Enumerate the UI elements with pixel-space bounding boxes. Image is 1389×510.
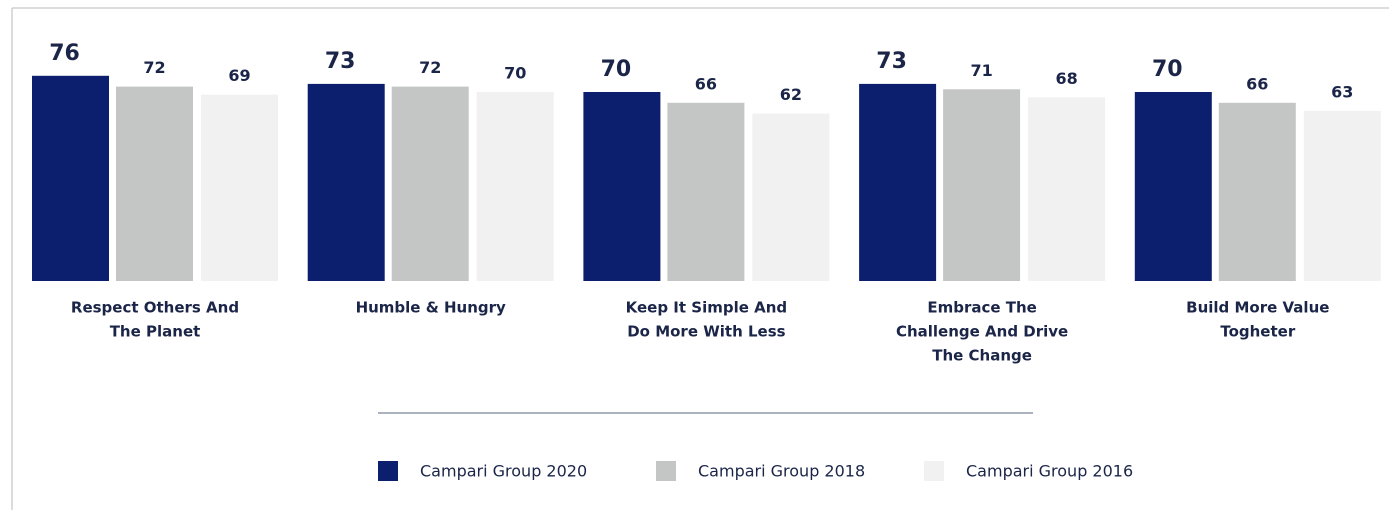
bar bbox=[116, 86, 193, 281]
bar bbox=[32, 75, 109, 281]
bar bbox=[859, 83, 937, 282]
bar bbox=[391, 86, 469, 281]
value-label: 63 bbox=[1331, 82, 1353, 101]
bar bbox=[943, 89, 1021, 281]
value-label: 66 bbox=[695, 74, 717, 93]
category-label: Togheter bbox=[1220, 323, 1295, 341]
bar bbox=[476, 92, 554, 281]
value-label: 73 bbox=[325, 49, 356, 74]
category-label: Challenge And Drive bbox=[896, 323, 1068, 341]
category-label: The Planet bbox=[110, 323, 201, 341]
category-label: Build More Value bbox=[1186, 299, 1329, 317]
category-label: Humble & Hungry bbox=[356, 299, 506, 317]
bar bbox=[1134, 92, 1212, 281]
legend-label: Campari Group 2018 bbox=[698, 462, 865, 481]
value-label: 70 bbox=[1152, 57, 1183, 82]
bar bbox=[307, 83, 385, 282]
category-label: The Change bbox=[932, 347, 1032, 365]
value-label: 76 bbox=[49, 41, 80, 66]
bar bbox=[1303, 110, 1381, 282]
category-label: Respect Others And bbox=[71, 299, 239, 317]
value-label: 73 bbox=[876, 49, 907, 74]
bar bbox=[667, 102, 745, 281]
value-label: 71 bbox=[970, 61, 992, 80]
legend-swatch bbox=[378, 461, 398, 481]
bar bbox=[1218, 102, 1296, 281]
bar bbox=[752, 113, 830, 281]
legend-swatch bbox=[656, 461, 676, 481]
value-label: 66 bbox=[1246, 74, 1268, 93]
legend-swatch bbox=[924, 461, 944, 481]
value-label: 72 bbox=[419, 58, 441, 77]
bar bbox=[583, 92, 661, 281]
value-label: 68 bbox=[1055, 69, 1077, 88]
legend-label: Campari Group 2020 bbox=[420, 462, 587, 481]
value-label: 69 bbox=[228, 66, 250, 85]
category-label: Embrace The bbox=[927, 299, 1037, 317]
legend-label: Campari Group 2016 bbox=[966, 462, 1133, 481]
value-label: 70 bbox=[504, 64, 526, 83]
category-label: Keep It Simple And bbox=[626, 299, 788, 317]
value-label: 70 bbox=[601, 57, 632, 82]
value-label: 72 bbox=[143, 58, 165, 77]
value-label: 62 bbox=[780, 85, 802, 104]
category-label: Do More With Less bbox=[627, 323, 785, 341]
bar bbox=[201, 94, 278, 281]
bar bbox=[1028, 97, 1106, 282]
